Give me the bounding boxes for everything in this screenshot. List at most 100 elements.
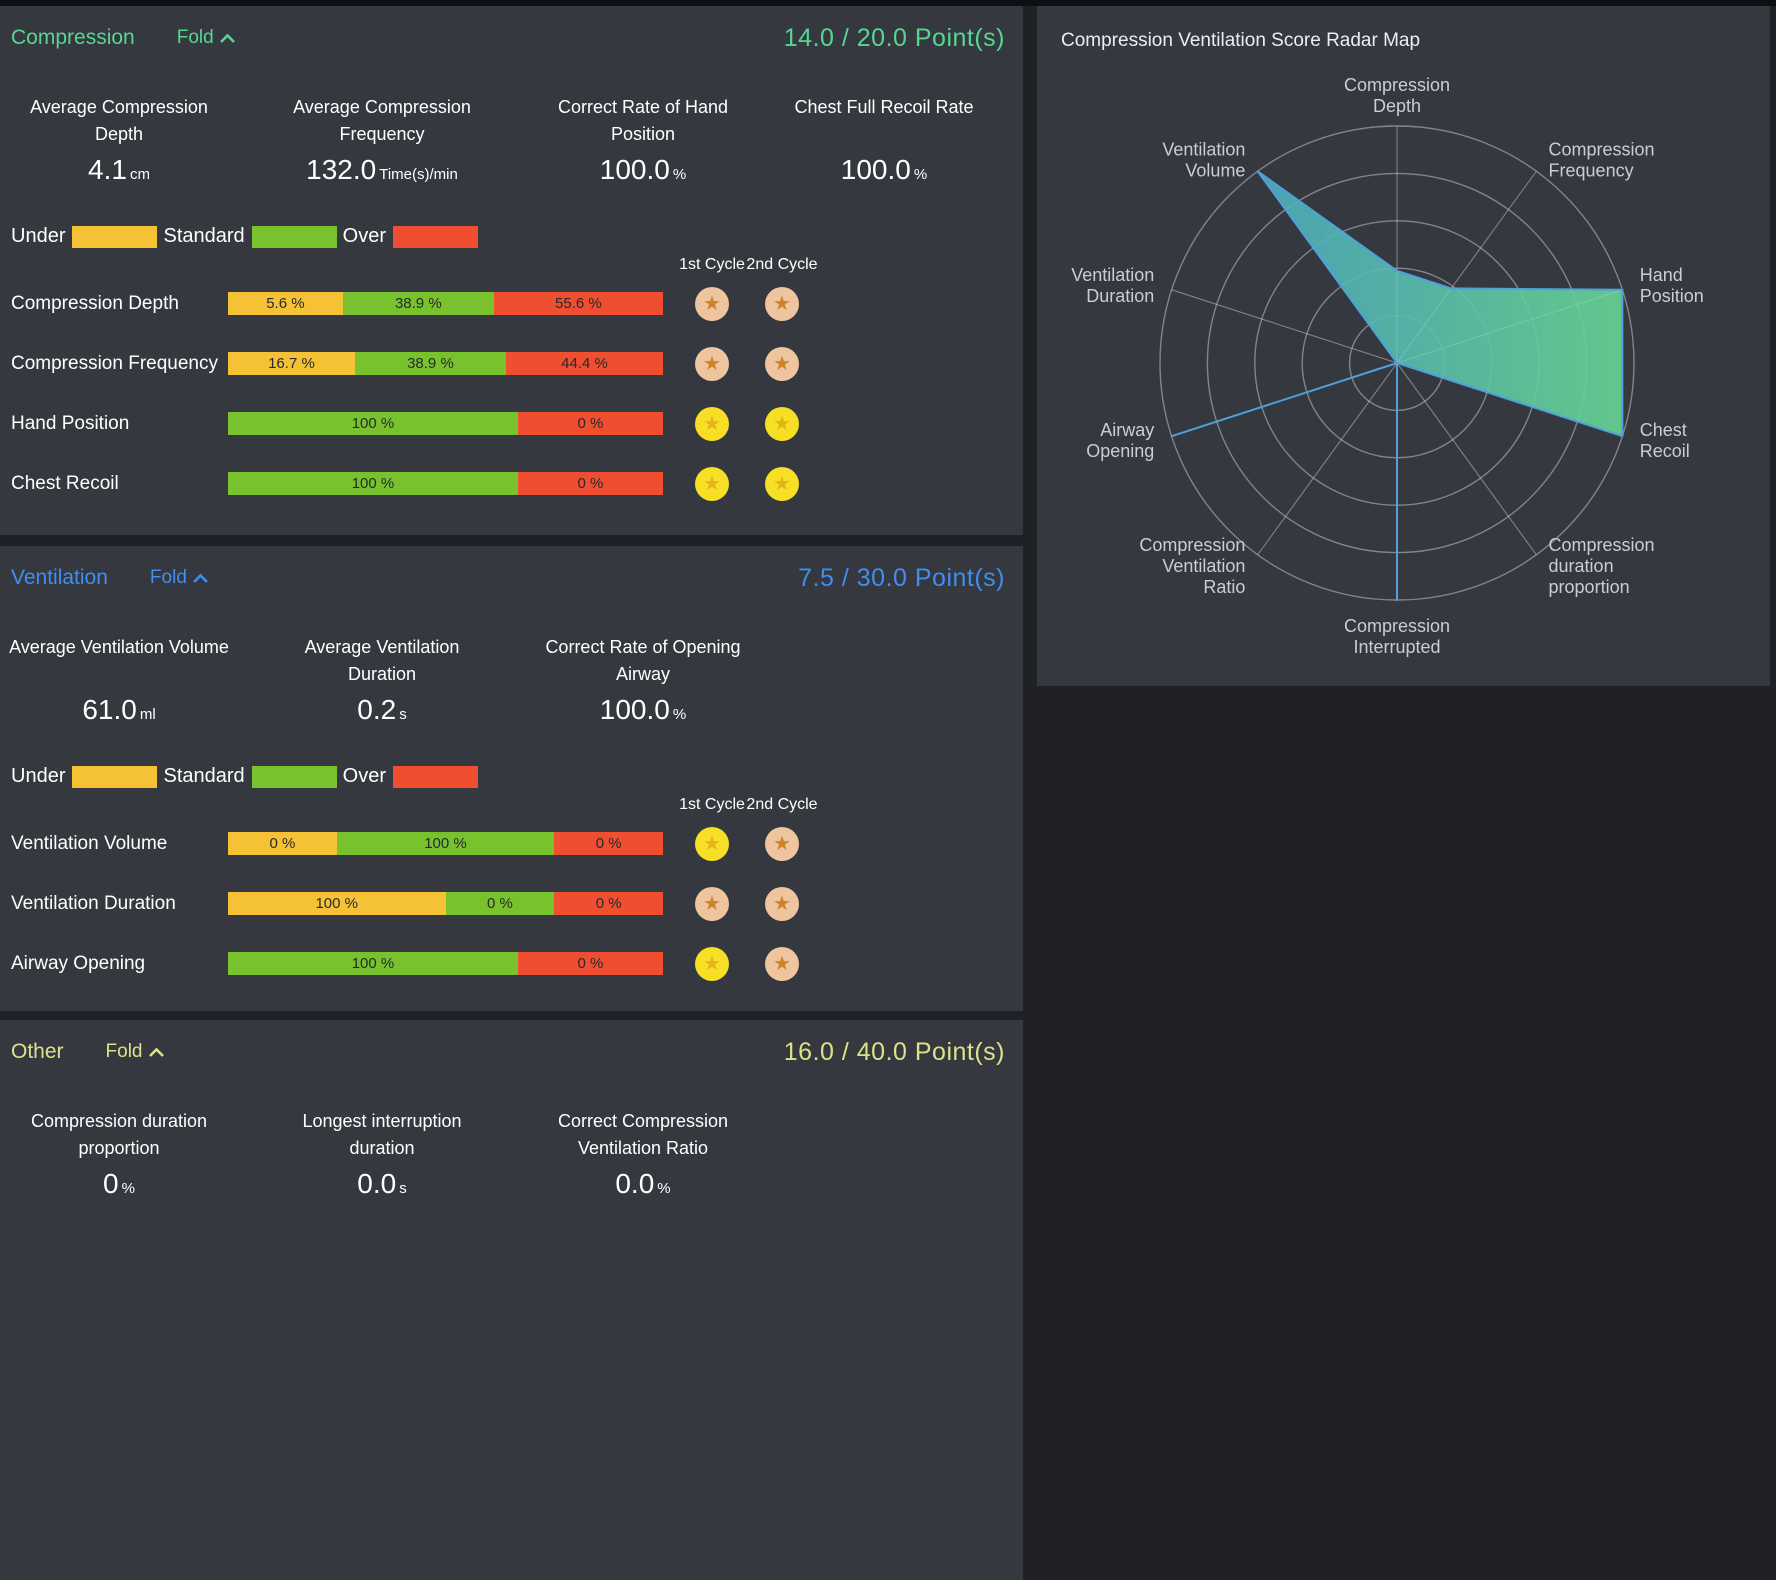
metric-value: 132.0 Time(s)/min bbox=[262, 154, 502, 186]
bar-row-label: Compression Frequency bbox=[11, 353, 218, 374]
metric-value: 61.0 ml bbox=[0, 694, 239, 726]
radar-spoke-overlay bbox=[1396, 289, 1623, 364]
metric-label: Average Compression Frequency bbox=[293, 97, 471, 144]
star-icon: ★ bbox=[703, 473, 721, 495]
fold-button[interactable]: Fold bbox=[106, 1041, 165, 1063]
metric: Average Ventilation Volume 61.0 ml bbox=[0, 634, 239, 726]
bar-segment-over: 44.4 % bbox=[505, 352, 663, 375]
bar-segment-standard: 100 % bbox=[228, 952, 518, 975]
legend-item-over: Over bbox=[343, 225, 484, 248]
radar-axis-label: Ventilation Volume bbox=[1162, 139, 1245, 180]
bar-segment-value: 100 % bbox=[351, 955, 395, 972]
fold-button[interactable]: Fold bbox=[177, 27, 236, 49]
radar-spoke-overlay bbox=[1396, 170, 1537, 364]
bar-segment-value: 38.9 % bbox=[407, 355, 454, 372]
star-icon: ★ bbox=[773, 293, 791, 315]
bronze-medal-badge: ★ bbox=[765, 947, 799, 981]
section-title: Compression bbox=[11, 26, 135, 49]
legend-label: Under bbox=[11, 225, 66, 247]
bar-segment-over: 0 % bbox=[517, 412, 663, 435]
bar-segment-value: 0 % bbox=[577, 415, 604, 432]
radar-axis-label: Compression Ventilation Ratio bbox=[1139, 535, 1245, 597]
section-header: Compression Fold 14.0 / 20.0 Point(s) bbox=[11, 20, 1005, 56]
bar-segment-value: 0 % bbox=[595, 835, 622, 852]
star-icon: ★ bbox=[703, 293, 721, 315]
radar-spoke bbox=[1171, 289, 1398, 364]
fold-chevron-up-icon bbox=[192, 573, 208, 583]
radar-spoke bbox=[1257, 362, 1398, 556]
bronze-medal-badge: ★ bbox=[765, 347, 799, 381]
bar-segment-value: 100 % bbox=[315, 895, 359, 912]
legend-swatch-standard bbox=[251, 225, 337, 248]
fold-chevron-up-icon bbox=[219, 33, 235, 43]
bar-row-label: Ventilation Volume bbox=[11, 833, 168, 854]
radar-axis-label: Compression Depth bbox=[1344, 75, 1450, 116]
metric: Average Ventilation Duration 0.2 s bbox=[262, 634, 502, 726]
legend-item-under: Under bbox=[11, 225, 163, 248]
radar-axis-label: Chest Recoil bbox=[1640, 420, 1690, 461]
fold-label: Fold bbox=[149, 567, 187, 588]
legend-swatch-standard bbox=[251, 765, 337, 788]
legend-item-standard: Standard bbox=[163, 225, 342, 248]
metric-unit: % bbox=[913, 166, 928, 183]
bar-segment-under: 5.6 % bbox=[228, 292, 343, 315]
gold-medal-badge: ★ bbox=[765, 467, 799, 501]
radar-area-fill bbox=[1171, 171, 1623, 601]
metric-unit: s bbox=[399, 706, 407, 723]
metric-number: 61.0 bbox=[82, 694, 137, 725]
star-icon: ★ bbox=[773, 893, 791, 915]
fold-button[interactable]: Fold bbox=[150, 567, 209, 589]
metric: Longest interruption duration 0.0 s bbox=[262, 1108, 502, 1200]
metric-value: 100.0% bbox=[523, 154, 763, 186]
fold-label: Fold bbox=[176, 27, 214, 48]
bar-segment-value: 100 % bbox=[351, 475, 395, 492]
radar-spoke-overlay bbox=[1396, 362, 1537, 556]
section-header: Other Fold 16.0 / 40.0 Point(s) bbox=[11, 1034, 1005, 1070]
star-icon: ★ bbox=[773, 353, 791, 375]
bar-segment-standard: 100 % bbox=[228, 472, 518, 495]
section-score: 16.0 / 40.0 Point(s) bbox=[783, 1037, 1005, 1066]
radar-axis-label: Compression duration proportion bbox=[1549, 535, 1655, 597]
radar-spoke-overlay bbox=[1171, 289, 1398, 364]
metric: Correct Compression Ventilation Ratio 0.0% bbox=[523, 1108, 763, 1200]
bar-segment-value: 38.9 % bbox=[394, 295, 442, 312]
metric-value: 0.0 s bbox=[262, 1168, 502, 1200]
cycle-header-2: 2nd Cycle bbox=[746, 796, 818, 813]
bar-segment-under: 0 % bbox=[228, 832, 337, 855]
metric-label: Correct Rate of Hand Position bbox=[557, 97, 729, 144]
radar-axis-label: Compression Frequency bbox=[1549, 139, 1655, 180]
star-icon: ★ bbox=[773, 833, 791, 855]
radar-axis-label: Hand Position bbox=[1640, 265, 1704, 306]
gold-medal-badge: ★ bbox=[695, 407, 729, 441]
bar-segment-standard: 38.9 % bbox=[342, 292, 494, 315]
cycle-header-1: 1st Cycle bbox=[679, 256, 745, 273]
bar-row-label: Ventilation Duration bbox=[11, 893, 176, 914]
cycle-header-1: 1st Cycle bbox=[679, 796, 745, 813]
metric-label: Average Ventilation Duration bbox=[304, 637, 460, 684]
gold-medal-badge: ★ bbox=[695, 947, 729, 981]
legend-item-standard: Standard bbox=[163, 765, 342, 788]
metric-label: Average Ventilation Volume bbox=[9, 637, 229, 657]
bar-segment-over: 0 % bbox=[554, 832, 663, 855]
metric: Average Compression Depth 4.1 cm bbox=[0, 94, 239, 186]
bronze-medal-badge: ★ bbox=[695, 287, 729, 321]
bar-segment-standard: 0 % bbox=[445, 892, 555, 915]
metric-label: Correct Compression Ventilation Ratio bbox=[557, 1111, 729, 1158]
metric: Chest Full Recoil Rate 100.0% bbox=[764, 94, 1004, 186]
metric: Compression duration proportion 0% bbox=[0, 1108, 239, 1200]
bronze-medal-badge: ★ bbox=[695, 347, 729, 381]
bronze-medal-badge: ★ bbox=[765, 287, 799, 321]
metric-value: 100.0% bbox=[523, 694, 763, 726]
bar-segment-standard: 100 % bbox=[336, 832, 555, 855]
bar-row-label: Chest Recoil bbox=[11, 473, 119, 494]
metric-label: Longest interruption duration bbox=[302, 1111, 462, 1158]
bar-segment-value: 0 % bbox=[577, 475, 604, 492]
fold-label: Fold bbox=[105, 1041, 143, 1062]
fold-chevron-up-icon bbox=[148, 1047, 164, 1057]
radar-area-outline bbox=[1170, 170, 1624, 601]
bar-segment-standard: 38.9 % bbox=[354, 352, 506, 375]
metric-number: 4.1 bbox=[88, 154, 127, 185]
bar-segment-under: 100 % bbox=[228, 892, 446, 915]
section-score: 7.5 / 30.0 Point(s) bbox=[798, 563, 1005, 592]
stacked-bar: 0 % 100 % 0 % bbox=[228, 832, 663, 855]
